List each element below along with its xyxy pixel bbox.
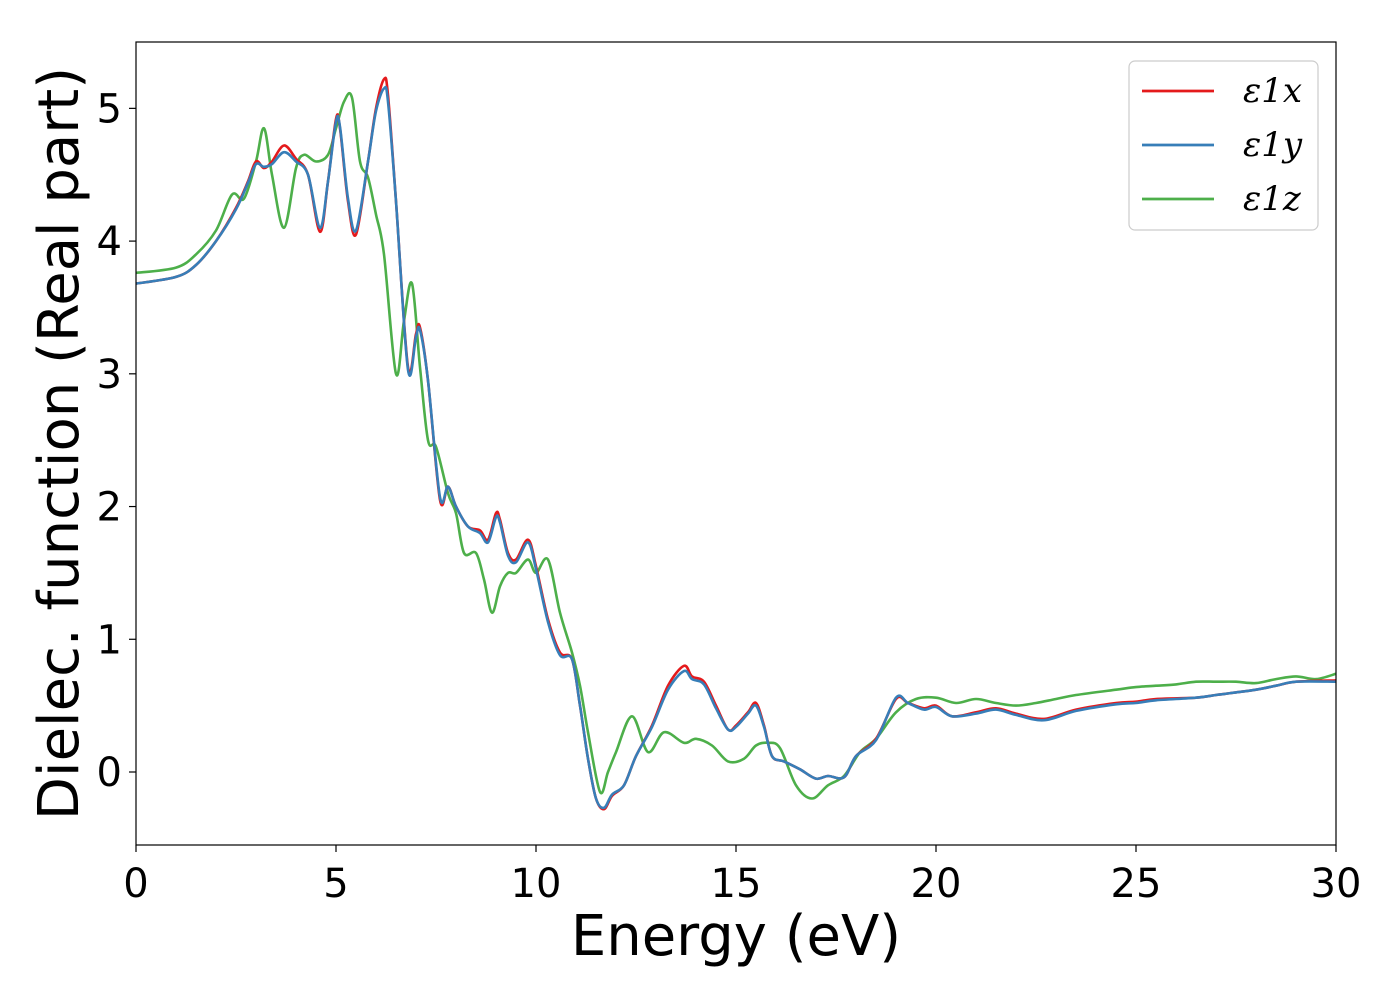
y-tick-label: 1: [97, 617, 122, 663]
legend: ε1x ε1y ε1z: [1128, 60, 1319, 231]
y-tick-label: 3: [97, 352, 122, 398]
y-axis-title: Dielec. function (Real part): [27, 67, 92, 820]
y-tick-label: 2: [97, 485, 122, 531]
y-tick-label: 5: [97, 86, 122, 132]
ticks-layer: 0 5 10 15 20 25 30 0 1 2 3 4 5: [97, 86, 1362, 907]
x-axis-title: Energy (eV): [571, 904, 901, 969]
x-tick-label: 25: [1111, 861, 1162, 907]
x-tick-label: 0: [123, 861, 148, 907]
x-tick-label: 20: [911, 861, 962, 907]
series-line-2: [136, 85, 1336, 810]
y-tick-label: 4: [97, 219, 122, 265]
x-tick-label: 5: [323, 861, 348, 907]
legend-label-3: ε1z: [1243, 179, 1302, 219]
legend-label-1: ε1x: [1243, 71, 1302, 111]
x-tick-label: 10: [511, 861, 562, 907]
y-tick-label: 0: [97, 750, 122, 796]
series-layer: [136, 76, 1336, 811]
legend-box: [1128, 60, 1319, 231]
x-tick-label: 15: [711, 861, 762, 907]
legend-label-2: ε1y: [1243, 125, 1303, 165]
x-tick-label: 30: [1311, 861, 1362, 907]
